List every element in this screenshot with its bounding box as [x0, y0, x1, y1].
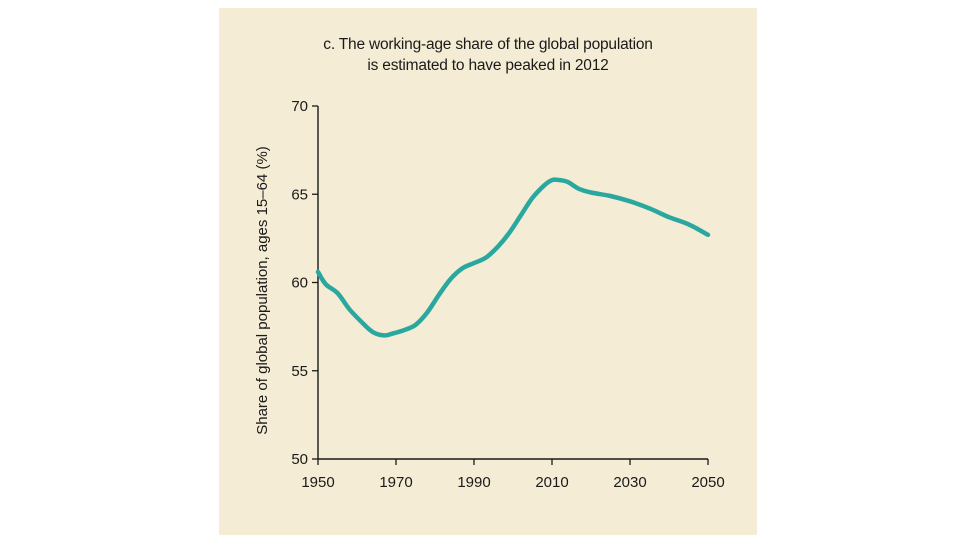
x-tick-label: 2050 — [691, 474, 724, 491]
chart-title-line-1: c. The working-age share of the global p… — [323, 36, 653, 53]
y-tick-label: 50 — [291, 451, 308, 468]
x-tick-label: 1990 — [457, 474, 490, 491]
y-tick-label: 55 — [291, 363, 308, 380]
chart-axes — [317, 106, 708, 460]
chart-title-line-2: is estimated to have peaked in 2012 — [367, 57, 609, 74]
line-chart: 50 55 60 65 70 1950 1970 1990 2010 2030 2050 Share… — [254, 98, 725, 491]
x-tick-label: 1950 — [301, 474, 334, 491]
chart-series — [315, 177, 711, 338]
x-tick-label: 2010 — [535, 474, 568, 491]
x-tick-label: 2030 — [613, 474, 646, 491]
x-tick-label: 1970 — [379, 474, 412, 491]
series-line — [315, 177, 711, 338]
y-tick-label: 70 — [291, 98, 308, 115]
chart-panel: c. The working-age share of the global p… — [219, 8, 757, 535]
y-axis-title: Share of global population, ages 15–64 (… — [254, 146, 271, 435]
y-tick-label: 60 — [291, 275, 308, 292]
chart-ticks: 50 55 60 65 70 1950 1970 1990 2010 2030 2050 — [291, 98, 724, 491]
y-tick-label: 65 — [291, 186, 308, 203]
